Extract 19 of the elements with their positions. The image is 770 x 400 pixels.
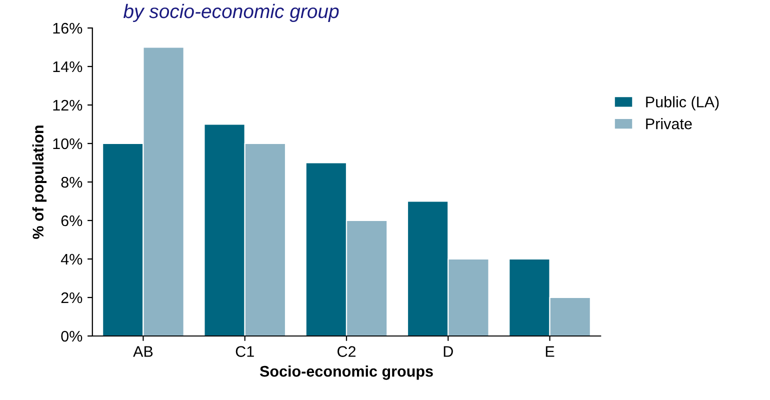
x-tick-label: AB bbox=[133, 346, 153, 357]
y-tick-label: 12% bbox=[53, 100, 82, 111]
x-tick-label: C2 bbox=[338, 346, 356, 357]
y-tick-label: 0% bbox=[61, 330, 82, 342]
y-tick-label: 10% bbox=[53, 138, 82, 150]
x-axis-title: Socio-economic groups bbox=[260, 366, 433, 380]
x-tick-label: C1 bbox=[236, 346, 254, 357]
y-tick-label: 8% bbox=[61, 176, 82, 188]
chart-subtitle: by socio-economic group bbox=[123, 4, 339, 22]
y-tick-label: 16% bbox=[53, 22, 82, 34]
legend-label: Private bbox=[646, 118, 692, 130]
legend-label: Public (LA) bbox=[646, 96, 719, 110]
y-tick-label: 4% bbox=[60, 254, 82, 265]
y-tick-label: 14% bbox=[53, 61, 82, 72]
y-tick-label: 2% bbox=[61, 292, 82, 304]
x-tick-label: E bbox=[546, 346, 554, 357]
y-tick-label: 6% bbox=[61, 215, 82, 226]
x-tick-label: D bbox=[444, 346, 453, 357]
y-axis-title: % of population bbox=[32, 126, 47, 239]
